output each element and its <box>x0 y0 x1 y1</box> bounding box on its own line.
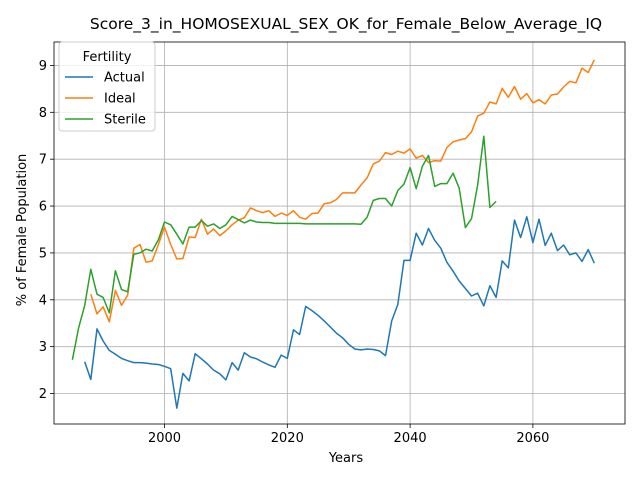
series-line-ideal <box>90 59 595 323</box>
y-tick-label: 8 <box>39 106 47 121</box>
x-tick-label: 2000 <box>148 431 181 446</box>
x-axis: 2000 2020 2040 2060 <box>148 424 549 446</box>
y-tick-label: 3 <box>39 340 47 355</box>
x-axis-label: Years <box>328 451 364 466</box>
y-tick-label: 5 <box>39 246 47 261</box>
chart-title: Score_3_in_HOMOSEXUAL_SEX_OK_for_Female_… <box>90 15 602 34</box>
legend-label-actual: Actual <box>104 71 145 86</box>
y-tick-label: 7 <box>39 153 47 168</box>
y-axis-label: % of Female Population <box>15 154 30 307</box>
legend-title: Fertility <box>83 50 132 65</box>
legend-label-ideal: Ideal <box>104 92 136 107</box>
grid <box>54 42 625 424</box>
y-tick-label: 6 <box>39 200 47 215</box>
y-tick-label: 4 <box>39 293 47 308</box>
plot-area-frame <box>53 41 626 425</box>
y-tick-label: 9 <box>39 59 47 74</box>
x-tick-label: 2040 <box>394 431 427 446</box>
y-tick-label: 2 <box>39 387 47 402</box>
series-lines <box>71 59 595 409</box>
legend: Fertility Actual Ideal Sterile <box>58 41 156 132</box>
y-axis: 2 3 4 5 6 7 8 9 <box>39 59 54 402</box>
legend-label-sterile: Sterile <box>104 113 146 128</box>
series-line-actual <box>83 216 595 409</box>
x-tick-label: 2060 <box>516 431 549 446</box>
legend-box <box>58 41 156 132</box>
series-line-sterile <box>71 135 497 360</box>
x-tick-label: 2020 <box>271 431 304 446</box>
